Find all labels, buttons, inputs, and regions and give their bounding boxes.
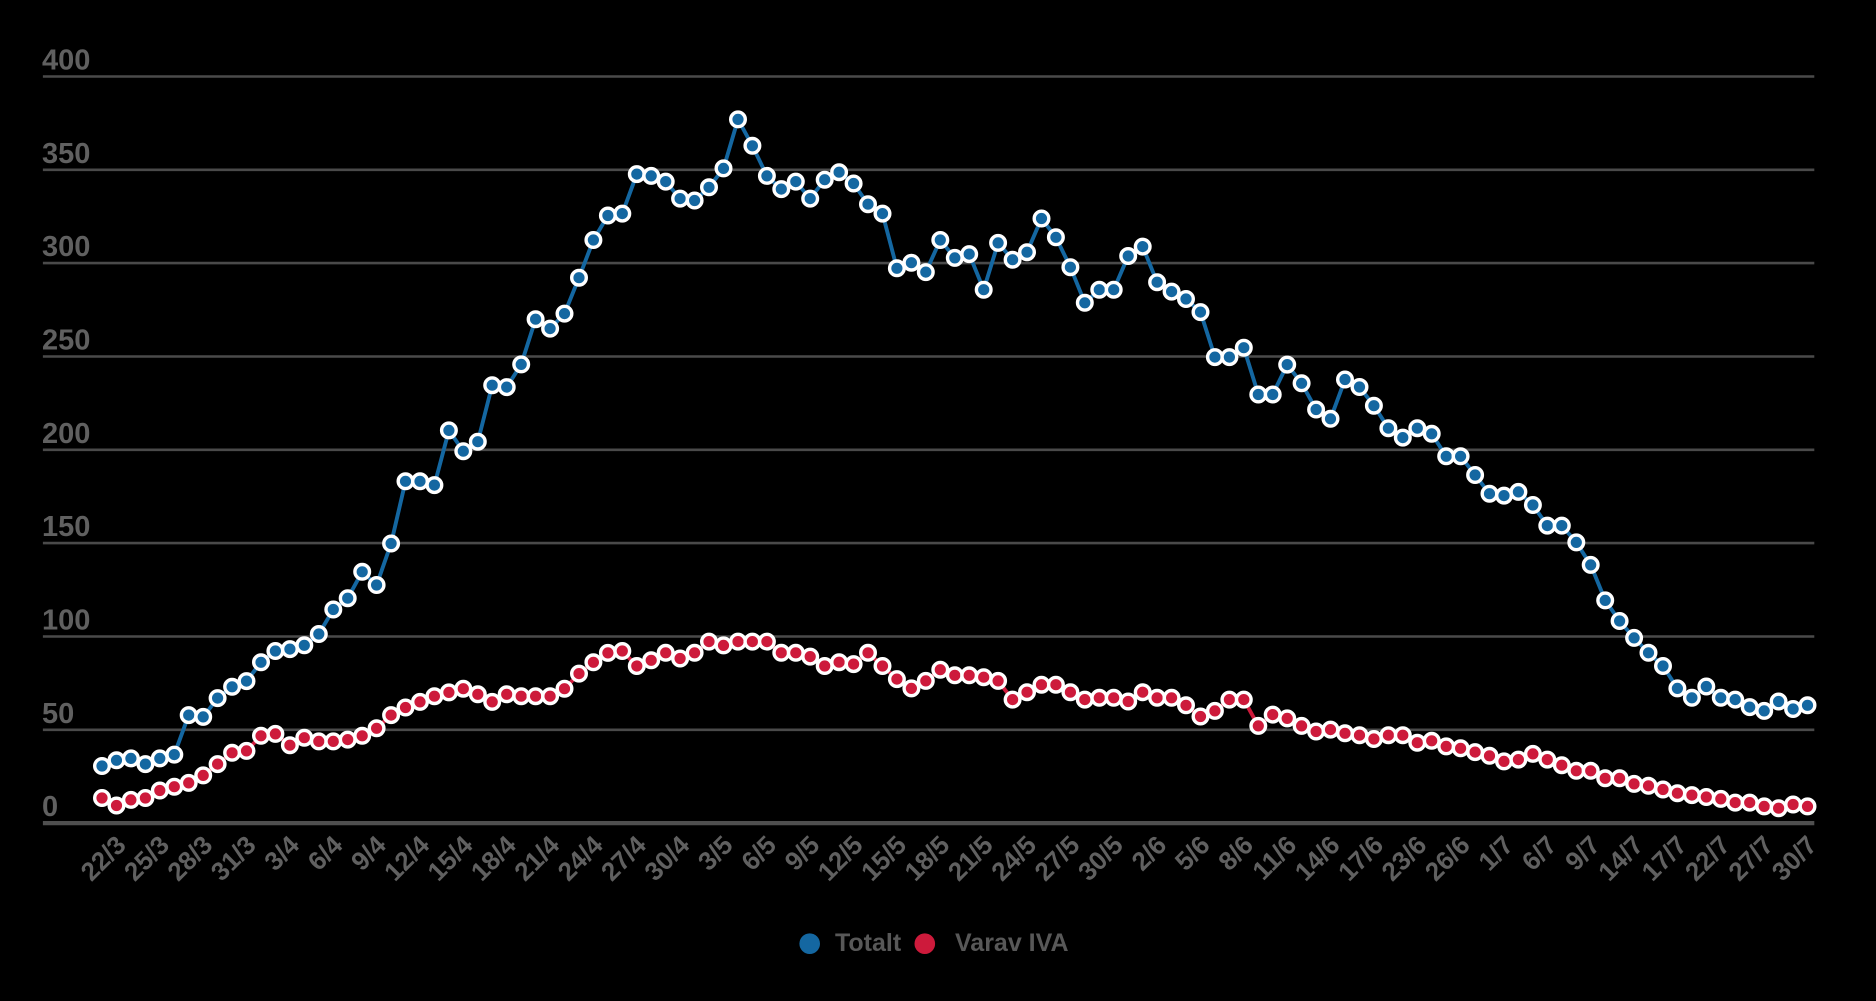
svg-text:350: 350 bbox=[42, 138, 90, 170]
svg-text:Varav IVA: Varav IVA bbox=[955, 929, 1069, 957]
svg-text:300: 300 bbox=[42, 231, 90, 263]
svg-text:Totalt: Totalt bbox=[835, 929, 902, 957]
svg-text:250: 250 bbox=[42, 325, 90, 357]
svg-text:0: 0 bbox=[42, 791, 58, 823]
svg-text:150: 150 bbox=[42, 511, 90, 543]
svg-text:100: 100 bbox=[42, 605, 90, 637]
svg-text:50: 50 bbox=[42, 698, 74, 730]
svg-text:200: 200 bbox=[42, 418, 90, 450]
svg-text:400: 400 bbox=[42, 45, 90, 77]
